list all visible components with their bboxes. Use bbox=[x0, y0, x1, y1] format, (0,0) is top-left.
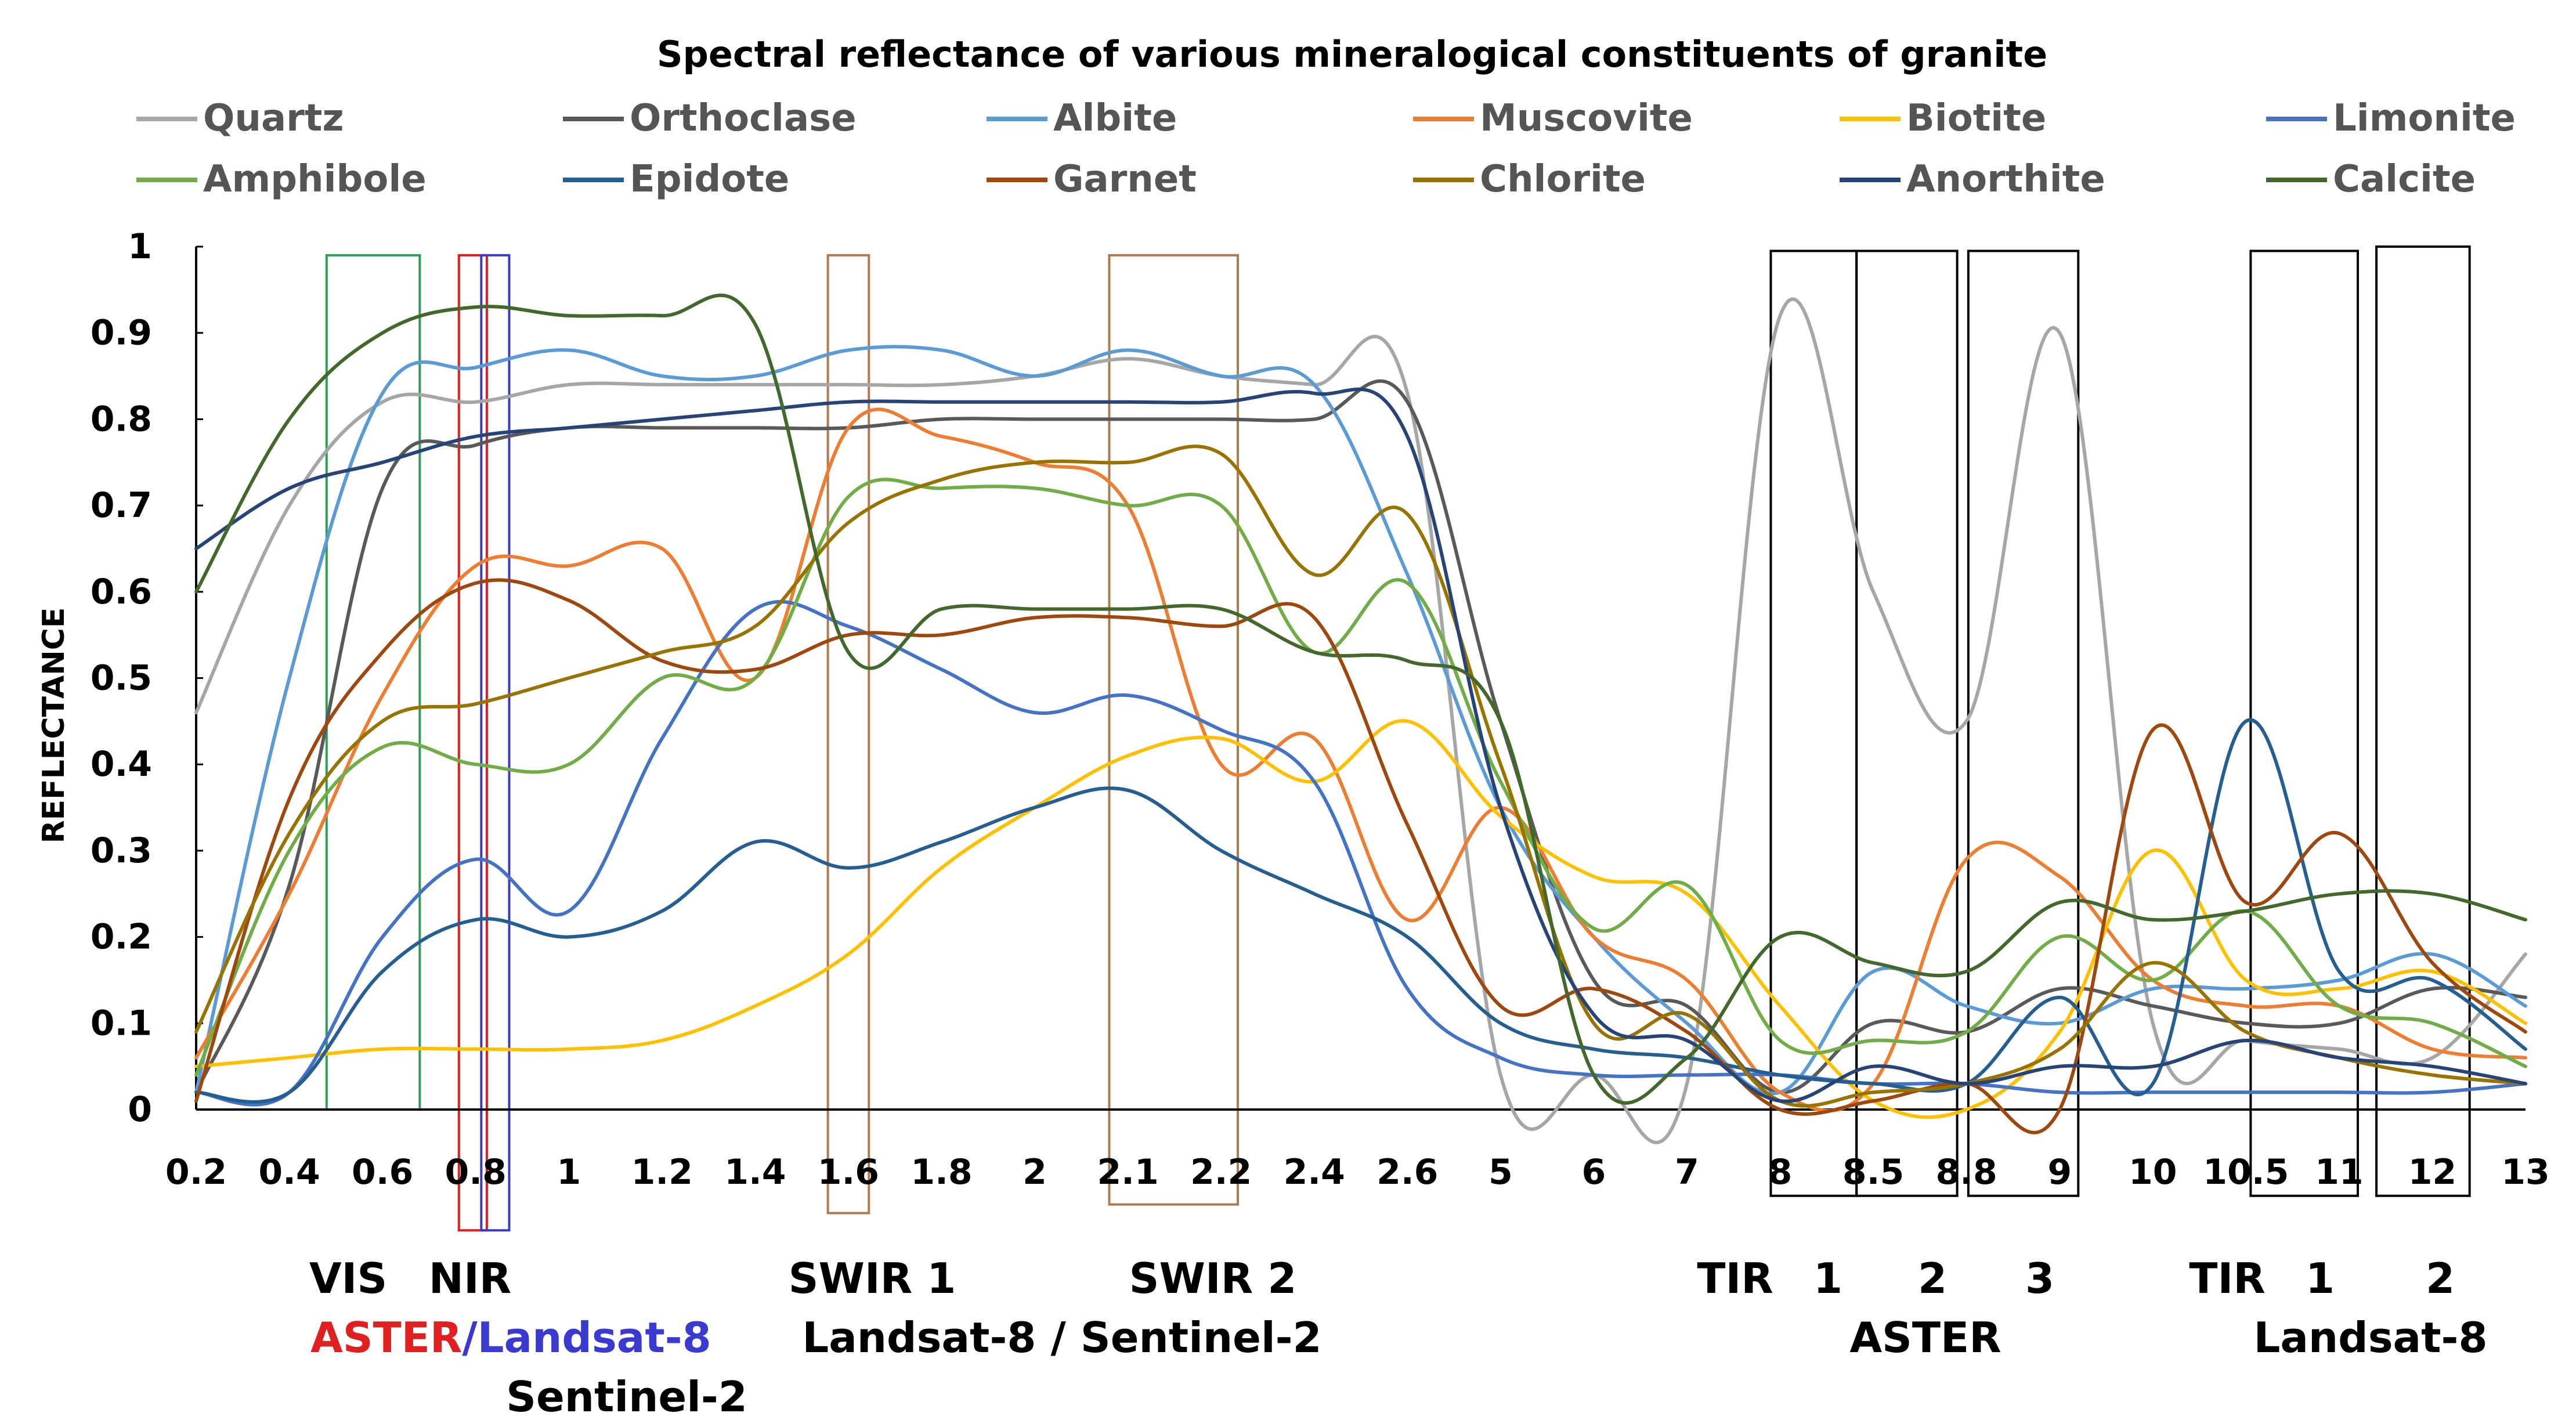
x-tick-label: 1.6 bbox=[818, 1152, 879, 1193]
band-label-aster-tir-3: 3 bbox=[2025, 1254, 2054, 1303]
band-label-landsat-tir: TIR bbox=[2189, 1254, 2265, 1303]
x-tick-labels: 0.2 0.4 0.6 0.8 1 1.2 1.4 1.6 1.8 2 2.1 2.2 2.4 2.6 5 6… bbox=[165, 1152, 2550, 1193]
x-tick-label: 5 bbox=[1488, 1152, 1513, 1193]
band-label-aster-tir-1: 1 bbox=[1813, 1254, 1842, 1303]
x-tick-label: 13 bbox=[2501, 1152, 2550, 1193]
x-tick-label: 2.4 bbox=[1284, 1152, 1345, 1193]
x-tick-label: 8.5 bbox=[1842, 1152, 1904, 1193]
legend-label-albite: Albite bbox=[1053, 97, 1177, 140]
band-label-nir: NIR bbox=[429, 1254, 512, 1303]
band-label-aster-tir: TIR bbox=[1697, 1254, 1773, 1303]
x-tick-label: 10.5 bbox=[2203, 1152, 2289, 1193]
band-label-swir1: SWIR 1 bbox=[789, 1254, 956, 1303]
x-tick-label: 0.2 bbox=[165, 1152, 227, 1193]
band-labels: VIS NIR SWIR 1 SWIR 2 TIR 1 2 3 TIR 1 2 … bbox=[309, 1254, 2488, 1420]
legend-label-quartz: Quartz bbox=[203, 97, 344, 140]
y-axis-title: REFLECTANCE bbox=[37, 608, 71, 844]
legend: Quartz Orthoclase Albite Muscovite Biotite Li… bbox=[136, 97, 2516, 201]
x-tick-label: 1 bbox=[557, 1152, 581, 1193]
x-tick-label: 8.8 bbox=[1935, 1152, 1997, 1193]
x-tick-label: 2 bbox=[1023, 1152, 1047, 1193]
legend-label-orthoclase: Orthoclase bbox=[630, 97, 857, 140]
legend-label-muscovite: Muscovite bbox=[1480, 97, 1693, 140]
band-box-landsat-tir2 bbox=[2375, 245, 2471, 1197]
legend-label-anorthite: Anorthite bbox=[1906, 158, 2105, 201]
band-label-landsat-tir-1: 1 bbox=[2306, 1254, 2335, 1303]
legend-label-calcite: Calcite bbox=[2333, 158, 2476, 201]
series-line-anorthite bbox=[194, 387, 2527, 1103]
x-tick-label: 0.4 bbox=[258, 1152, 320, 1193]
band-box-landsat-tir1 bbox=[2249, 250, 2359, 1197]
x-tick-label: 2.6 bbox=[1376, 1152, 1438, 1193]
series-line-biotite bbox=[194, 719, 2527, 1119]
series-line-quartz bbox=[194, 297, 2527, 1144]
chart-title: Spectral reflectance of various mineralo… bbox=[657, 33, 2047, 75]
series-line-amphibole bbox=[194, 478, 2527, 1077]
y-tick-label: 0.5 bbox=[91, 658, 152, 699]
legend-label-garnet: Garnet bbox=[1053, 158, 1197, 201]
sensor-label-landsat8: /Landsat-8 bbox=[462, 1313, 711, 1362]
legend-label-biotite: Biotite bbox=[1906, 97, 2046, 140]
band-label-aster-tir-2: 2 bbox=[1918, 1254, 1947, 1303]
y-tick-label: 0 bbox=[128, 1089, 152, 1130]
y-tick-label: 0.4 bbox=[91, 744, 152, 785]
x-tick-label: 8 bbox=[1768, 1152, 1793, 1193]
series-line-chlorite bbox=[194, 445, 2527, 1108]
series-line-albite bbox=[194, 345, 2527, 1096]
y-tick-label: 0.8 bbox=[91, 399, 152, 439]
band-label-landsat-tir-2: 2 bbox=[2426, 1254, 2455, 1303]
legend-label-chlorite: Chlorite bbox=[1480, 158, 1646, 201]
x-tick-label: 10 bbox=[2129, 1152, 2177, 1193]
y-tick-label: 0.3 bbox=[91, 830, 152, 871]
x-tick-label: 12 bbox=[2408, 1152, 2457, 1193]
band-label-vis: VIS bbox=[309, 1254, 387, 1303]
y-tick-label: 0.7 bbox=[91, 485, 152, 526]
series-line-limonite bbox=[194, 599, 2527, 1107]
band-label-swir2: SWIR 2 bbox=[1129, 1254, 1297, 1303]
legend-label-limonite: Limonite bbox=[2333, 97, 2516, 140]
x-tick-label: 2.1 bbox=[1097, 1152, 1158, 1193]
band-box-aster-tir2 bbox=[1855, 250, 1959, 1197]
series-line-muscovite bbox=[194, 407, 2527, 1113]
band-box-swir2 bbox=[1108, 254, 1240, 1206]
band-box-landsat-nir bbox=[480, 254, 511, 1232]
band-window-boxes bbox=[325, 245, 2471, 1232]
band-box-aster-tir3 bbox=[1967, 250, 2080, 1197]
series-line-garnet bbox=[194, 578, 2527, 1134]
x-tick-label: 0.8 bbox=[445, 1152, 507, 1193]
x-tick-label: 1.4 bbox=[724, 1152, 786, 1193]
series-lines bbox=[194, 293, 2527, 1144]
sensor-label-tir-aster: ASTER bbox=[1849, 1313, 2001, 1362]
band-box-swir1 bbox=[826, 254, 870, 1215]
sensor-label-aster-landsat: ASTER/Landsat-8 bbox=[310, 1313, 711, 1362]
legend-label-epidote: Epidote bbox=[630, 158, 789, 201]
x-tick-label: 0.6 bbox=[352, 1152, 413, 1193]
y-tick-label: 0.1 bbox=[91, 1003, 152, 1043]
y-tick-label: 1 bbox=[128, 226, 152, 267]
x-tick-label: 1.8 bbox=[911, 1152, 972, 1193]
x-tick-label: 11 bbox=[2315, 1152, 2364, 1193]
y-tick-label: 0.2 bbox=[91, 917, 152, 957]
x-tick-label: 2.2 bbox=[1190, 1152, 1252, 1193]
x-tick-label: 6 bbox=[1582, 1152, 1606, 1193]
band-box-aster-nir bbox=[457, 254, 488, 1232]
legend-label-amphibole: Amphibole bbox=[203, 158, 427, 201]
sensor-label-sentinel2: Sentinel-2 bbox=[506, 1372, 747, 1420]
y-tick-labels: 0 0.1 0.2 0.3 0.4 0.5 0.6 0.7 0.8 0.9 1 bbox=[91, 226, 203, 1130]
x-tick-label: 7 bbox=[1675, 1152, 1699, 1193]
sensor-label-tir-landsat8: Landsat-8 bbox=[2253, 1313, 2487, 1362]
x-tick-label: 9 bbox=[2047, 1152, 2072, 1193]
series-line-calcite bbox=[194, 293, 2527, 1105]
y-tick-label: 0.6 bbox=[91, 572, 152, 612]
sensor-label-aster: ASTER bbox=[310, 1313, 462, 1362]
series-line-orthoclase bbox=[194, 379, 2527, 1094]
x-tick-label: 1.2 bbox=[631, 1152, 693, 1193]
y-tick-label: 0.9 bbox=[91, 313, 152, 353]
sensor-label-swir: Landsat-8 / Sentinel-2 bbox=[802, 1313, 1321, 1362]
